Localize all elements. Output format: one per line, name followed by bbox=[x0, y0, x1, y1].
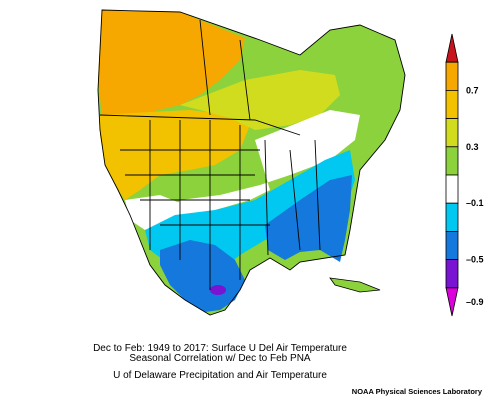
legend-bin bbox=[445, 118, 459, 148]
legend-tick-label: 0.3 bbox=[466, 142, 479, 152]
legend-bin bbox=[445, 33, 459, 63]
legend-tick-label: –0.1 bbox=[466, 198, 484, 208]
legend-bin bbox=[445, 174, 459, 204]
region-low-positive bbox=[180, 70, 340, 130]
dataset-label: U of Delaware Precipitation and Air Temp… bbox=[113, 370, 327, 381]
region-neutral bbox=[170, 110, 360, 220]
legend-bin bbox=[445, 90, 459, 120]
map-title-line2: Seasonal Correlation w/ Dec to Feb PNA bbox=[129, 353, 311, 364]
color-legend: 0.7 0.3 –0.1 –0.5 –0.9 bbox=[445, 33, 484, 317]
region-moderate-negative-southeast bbox=[265, 175, 352, 262]
region-high-positive bbox=[98, 10, 245, 118]
legend-bin bbox=[445, 146, 459, 176]
legend-bin bbox=[445, 61, 459, 91]
map-title-line1: Dec to Feb: 1949 to 2017: Surface U Del … bbox=[93, 343, 347, 354]
legend-bin bbox=[445, 202, 459, 232]
legend-bin bbox=[445, 230, 459, 260]
legend-bin bbox=[445, 287, 459, 317]
legend-tick-label: –0.9 bbox=[466, 297, 484, 307]
legend-tick-label: –0.5 bbox=[466, 255, 484, 265]
legend-tick-label: 0.7 bbox=[466, 85, 479, 95]
caribbean-island bbox=[329, 277, 381, 293]
region-moderate-positive bbox=[100, 110, 250, 200]
credit-label: NOAA Physical Sciences Laboratory bbox=[351, 387, 482, 396]
correlation-map bbox=[97, 9, 406, 316]
legend-bin bbox=[445, 259, 459, 289]
political-boundaries bbox=[97, 9, 406, 316]
region-strong-negative bbox=[210, 285, 226, 295]
region-moderate-negative-southwest bbox=[160, 240, 245, 312]
